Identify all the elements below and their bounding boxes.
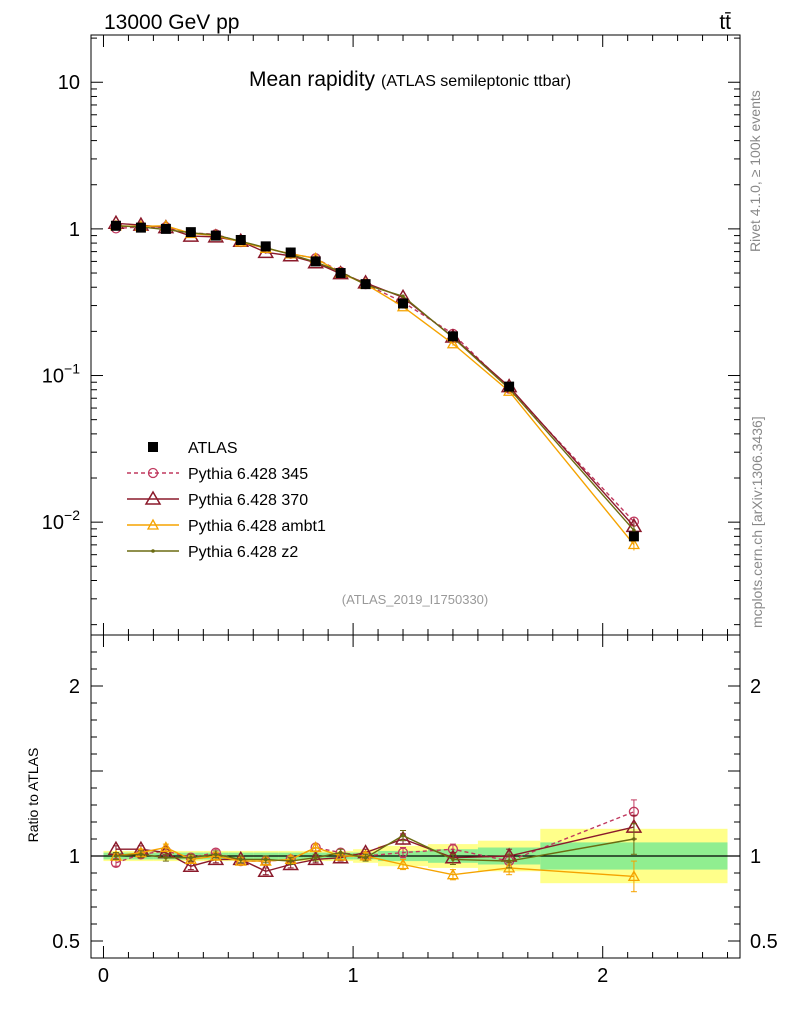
legend-label: Pythia 6.428 370 [188,492,308,509]
ratio-marker [507,859,511,863]
ratio-marker [257,862,275,878]
main-series-1 [107,214,643,533]
ratio-tick-label-right: 0.5 [750,931,778,953]
ratio-marker [182,857,200,872]
mcplots-credit: mcplots.cern.ch [arXiv:1306.3436] [749,416,765,628]
ratio-ylabel: Ratio to ATLAS [25,748,41,843]
legend-label: Pythia 6.428 z2 [188,544,298,561]
main-series-line [115,225,635,531]
legend-marker [151,549,155,553]
ratio-tick-label-left: 1 [69,846,80,868]
process-label: tt̄ [719,11,731,34]
ratio-marker [214,852,218,857]
atlas-data-point [335,268,346,279]
ratio-marker [259,854,272,866]
ratio-marker [164,855,168,860]
atlas-data-point [235,234,246,245]
ratio-marker [288,859,293,863]
atlas-data-point [210,230,221,241]
ratio-marker [313,855,318,860]
ratio-frame [90,634,741,959]
ratio-marker [189,855,193,860]
atlas-data [110,220,639,542]
main-marker [627,538,641,550]
y-tick-label: 10−1 [42,361,80,388]
plot-title: Mean rapidity (ATLAS semileptonic ttbar) [249,68,571,91]
x-tick-label: 0 [98,965,109,987]
y-tick-label: 10 [58,72,80,94]
ratio-marker [396,858,410,870]
atlas-data-point [260,241,271,252]
y-tick-label: 10−2 [42,507,80,534]
ratio-series-layer [107,799,643,893]
collision-label: 13000 GeV pp [104,11,239,34]
legend-marker [144,490,162,505]
y-tick-base: 1 [69,219,80,241]
y-tick-exponent: −1 [64,361,80,377]
y-tick-base: 10 [58,72,80,94]
atlas-data-point [310,256,321,267]
ratio-tick-label-left: 0.5 [52,931,80,953]
ratio-marker [632,837,636,841]
legend-label: Pythia 6.428 ambt1 [188,518,326,535]
atlas-data-point [628,531,639,542]
ratio-marker [263,857,268,862]
main-marker [257,243,275,259]
rivet-version: Rivet 4.1.0, ≥ 100k events [747,90,763,252]
main-series-3 [114,223,636,537]
main-marker [446,337,460,349]
x-tick-label: 1 [348,965,359,987]
x-tick-label: 2 [597,965,608,987]
ratio-marker [397,847,409,858]
legend-marker [148,442,158,452]
ratio-marker [338,850,343,855]
legend-marker [146,518,160,530]
main-marker [401,294,405,299]
ratio-marker [401,833,405,838]
ratio-marker [139,852,143,857]
legend-label: ATLAS [188,440,238,457]
ratio-marker [451,857,455,862]
ratio-marker [446,868,460,880]
y-tick-label: 1 [69,219,80,241]
atlas-data-point [504,381,515,392]
ratio-axis-ticks: 0.5 0.5 1 1 2 2 [52,634,778,959]
ratio-tick-label-right: 2 [750,676,761,698]
atlas-data-point [398,298,409,309]
legend-marker [147,467,159,479]
ratio-marker [184,853,197,865]
plot-title-sub: (ATLAS semileptonic ttbar) [381,73,571,90]
ratio-marker [363,855,368,860]
legend: ATLAS Pythia 6.428 345 Pythia 6.428 370 Pyt… [127,440,326,561]
atlas-data-point [360,279,371,290]
atlas-data-point [160,223,171,234]
atlas-data-point [110,220,121,231]
legend-label: Pythia 6.428 345 [188,466,308,483]
analysis-id: (ATLAS_2019_I1750330) [342,592,488,607]
ratio-marker [114,854,118,858]
ratio-tick-label-left: 2 [69,676,80,698]
main-series-layer [107,214,643,551]
ratio-marker [627,870,641,882]
y-tick-base: 10 [42,366,64,388]
atlas-data-point [285,247,296,258]
y-tick-base: 10 [42,512,64,534]
ratio-marker [159,841,172,853]
y-tick-exponent: −2 [64,507,80,523]
atlas-data-point [185,227,196,238]
ratio-marker [234,854,247,866]
ratio-series-3 [112,823,637,869]
atlas-data-point [447,331,458,342]
ratio-marker [309,841,322,853]
plot-title-main: Mean rapidity [249,68,376,91]
x-axis-ticks: 0 1 2 [98,35,729,987]
ratio-tick-label-right: 1 [750,846,761,868]
main-marker [632,528,636,533]
ratio-marker [238,857,243,862]
atlas-data-point [135,222,146,233]
